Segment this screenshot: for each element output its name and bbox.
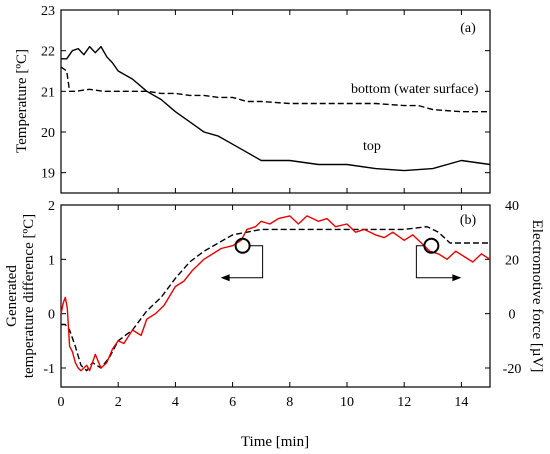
panel-b-series: [60, 215, 491, 372]
panel-b-series-line-1: [60, 215, 491, 372]
annotation-circle: [423, 237, 440, 254]
panel-b-y2-tick-label: 20: [505, 253, 519, 268]
panel-a-y-tick-label: 21: [41, 85, 55, 100]
panel-a-series: [60, 45, 491, 172]
panel-a-y-tick-label: 20: [41, 126, 55, 141]
panel-b-label: (b): [460, 213, 477, 228]
x-tick-label: 6: [229, 395, 236, 410]
panel-b-y-axis-title-line1: Generated: [4, 265, 20, 327]
panel-b-y2-axis-title: Electromotive force [µV]: [529, 220, 545, 373]
x-tick-label: 0: [58, 395, 65, 410]
panel-b-annotations: [220, 237, 462, 282]
annotation-bracket: [228, 245, 264, 279]
panel-b-y-axis-title-line2: temperature difference [ºC]: [21, 214, 37, 378]
panel-a-label: (a): [460, 21, 476, 36]
panel-b-y-tick-label: 2: [48, 199, 55, 214]
axis-pointer-right: [415, 237, 462, 282]
annotation-bracket: [415, 245, 454, 279]
arrow-head-right: [452, 274, 462, 282]
panel-b-y-tick-label: -1: [43, 362, 55, 377]
panel-a-y-tick-label: 23: [41, 4, 55, 19]
panel-a-y-ticks: 19 20 21 22 23: [41, 4, 490, 182]
panel-a-series-line-0: [60, 66, 490, 113]
axis-pointer-left: [220, 237, 264, 282]
panel-b-y-ticks: -1 0 1 2: [43, 199, 66, 377]
panel-a-x-ticks: [60, 10, 462, 193]
x-tick-label: 12: [397, 395, 411, 410]
panel-a-y-axis-title: Temperature [ºC]: [14, 49, 30, 153]
arrow-head-left: [220, 274, 230, 282]
series-label-top: top: [363, 139, 381, 154]
panel-a-y-tick-label: 22: [41, 45, 55, 60]
panel-b-y2-tick-label: -20: [503, 362, 522, 377]
annotation-circle: [234, 237, 251, 254]
panel-b-y-tick-label: 0: [48, 308, 55, 323]
panel-a-series-line-1: [61, 45, 491, 172]
panel-a-y-tick-label: 19: [41, 167, 55, 182]
panel-b-y-tick-label: 1: [48, 253, 55, 268]
panel-b-y2-tick-label: 40: [505, 199, 519, 214]
series-label-bottom: bottom (water surface): [351, 82, 479, 97]
x-tick-label: 10: [340, 395, 354, 410]
panel-b-series-line-0: [61, 225, 490, 372]
x-tick-label: 8: [286, 395, 293, 410]
x-tick-label: 4: [172, 395, 179, 410]
panel-b-y2-ticks: -20 0 20 40: [485, 199, 521, 377]
panel-b-y2-tick-label: 0: [509, 308, 516, 323]
x-axis-title: Time [min]: [241, 434, 309, 450]
panel-b-x-ticks: 0 2 4 6 8 10 12 14: [58, 205, 468, 410]
panel-a: 19 20 21 22 23 (a) bottom (water surface) to…: [14, 4, 491, 194]
x-tick-label: 14: [454, 395, 468, 410]
panel-a-frame: [60, 9, 491, 194]
x-tick-label: 2: [115, 395, 122, 410]
panel-b-frame: [60, 204, 491, 388]
